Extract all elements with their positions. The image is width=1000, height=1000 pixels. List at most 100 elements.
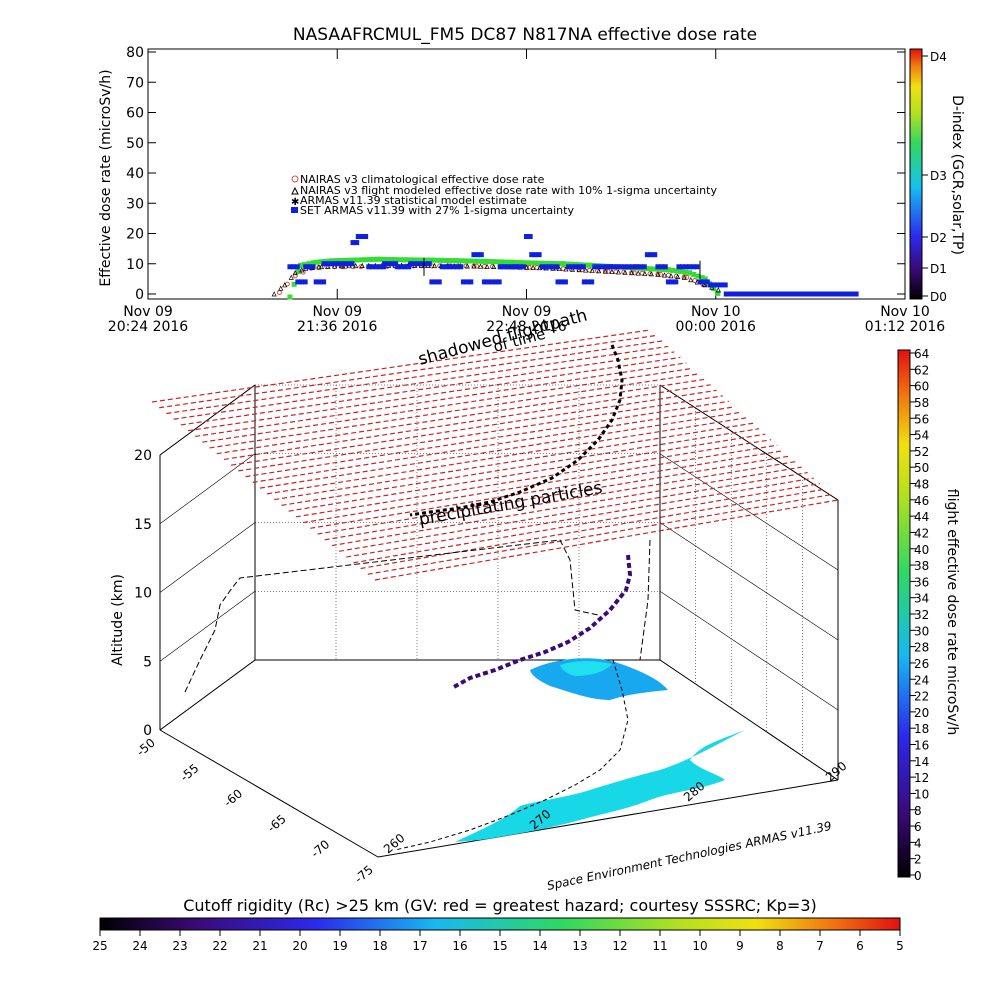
set-armas-point: [460, 279, 466, 285]
set-armas-point: [569, 264, 575, 270]
dindex-tick-label: D1: [930, 262, 947, 276]
rigidity-tick-label: 10: [692, 939, 707, 953]
armas-point: [389, 257, 395, 263]
dose-colorbar-ticks: 0246810121416182022242628303234363840424…: [910, 347, 929, 883]
set-armas-point: [389, 261, 395, 267]
armas-point: [450, 258, 456, 264]
set-armas-point: [731, 291, 737, 297]
dose-tick-label: 60: [914, 380, 929, 394]
top-y-tick-label: 10: [126, 257, 144, 273]
armas-point: [494, 259, 500, 265]
rigidity-tick-label: 21: [252, 939, 267, 953]
dose-tick-label: 64: [914, 347, 929, 361]
armas-point: [337, 257, 343, 263]
nairas-flight-point: [271, 291, 277, 297]
armas-point: [455, 258, 461, 264]
rigidity-colorbar-ticks: 25 24 23 22 21 20 19 18 17 16 15 14 13 12 11 10 9 8 7 6 5: [92, 930, 904, 953]
dose-tick-label: 62: [914, 363, 929, 377]
dindex-colorbar-label: D-index (GCR,solar,TP): [949, 95, 965, 255]
nairas-flight-point: [583, 267, 589, 273]
rigidity-tick-label: 15: [492, 939, 507, 953]
rigidity-tick-label: 14: [532, 939, 547, 953]
armas-point: [691, 271, 697, 277]
set-armas-point: [454, 264, 460, 270]
dose-tick-label: 12: [914, 771, 929, 785]
set-armas-point: [408, 261, 414, 267]
altitude-tick-label: 15: [134, 517, 152, 533]
flight-path-shadow: [409, 344, 624, 517]
shadow-plane-line: [331, 466, 802, 547]
dose-tick-label: 40: [914, 543, 929, 557]
armas-point: [652, 266, 658, 272]
armas-point: [464, 258, 470, 264]
rigidity-tick-label: 12: [612, 939, 627, 953]
dose-tick-label: 20: [914, 706, 929, 720]
dose-tick-label: 42: [914, 526, 929, 540]
set-armas-point: [817, 291, 823, 297]
set-armas-point: [496, 279, 502, 285]
armas-point: [520, 260, 526, 266]
armas-point: [363, 257, 369, 263]
chart-title: NASAAFRCMUL_FM5 DC87 N817NA effective do…: [293, 25, 757, 45]
set-armas-point: [625, 264, 631, 270]
set-armas-point: [757, 291, 763, 297]
dindex-colorbar: [909, 48, 923, 300]
armas-point: [542, 260, 548, 266]
set-armas-point: [634, 264, 640, 270]
nairas-flight-point: [622, 269, 628, 275]
set-armas-point: [338, 261, 344, 267]
flight-path-3d: [184, 344, 651, 851]
nairas-flight-point: [316, 264, 322, 270]
nairas-flight-point: [642, 270, 648, 276]
set-armas-point: [673, 279, 679, 285]
set-armas-point: [659, 264, 665, 270]
top-plot-series: [271, 234, 859, 300]
armas-point: [648, 266, 654, 272]
set-armas-point: [306, 264, 312, 270]
set-armas-point: [415, 261, 421, 267]
dose-tick-label: 36: [914, 575, 929, 589]
shadow-plane-line: [367, 493, 833, 575]
top-y-tick-label: 30: [126, 196, 144, 212]
armas-point: [459, 258, 465, 264]
set-armas-point: [342, 261, 348, 267]
set-armas-point: [585, 279, 591, 285]
set-armas-point: [599, 264, 605, 270]
set-armas-point: [608, 264, 614, 270]
top-y-axis: 0 10 20 30 40 50 60 70 80: [126, 45, 905, 303]
set-armas-point: [419, 261, 425, 267]
armas-point: [441, 257, 447, 263]
land-masses: [455, 658, 745, 842]
armas-point: [317, 259, 323, 265]
set-armas-point: [665, 279, 671, 285]
dose-tick-label: 58: [914, 396, 929, 410]
shadow-plane-line: [346, 477, 814, 558]
armas-point: [397, 257, 403, 263]
set-armas-point: [302, 279, 308, 285]
dose-tick-label: 8: [914, 804, 922, 818]
set-armas-point: [738, 291, 744, 297]
armas-point: [569, 261, 575, 267]
armas-point: [326, 258, 332, 264]
rigidity-tick-label: 23: [172, 939, 187, 953]
shadow-plane-line: [274, 422, 754, 501]
dose-colorbar: [897, 349, 911, 878]
shadow-plane-line: [338, 471, 808, 552]
nairas-flight-point: [278, 285, 284, 291]
top-x-tick-label-line2: 21:36 2016: [297, 319, 378, 335]
set-armas-point: [433, 279, 439, 285]
rigidity-tick-label: 11: [652, 939, 667, 953]
set-armas-point: [824, 291, 830, 297]
armas-point: [702, 276, 708, 282]
set-armas-point: [520, 264, 526, 270]
dose-tick-label: 14: [914, 755, 929, 769]
shadow-plane-line: [166, 340, 663, 415]
top-y-axis-label: Effective dose rate (microSv/h): [98, 69, 114, 286]
shadow-plane-line: [209, 373, 699, 449]
set-armas-point: [641, 264, 647, 270]
dose-colorbar-label: flight effective dose rate microSv/h: [944, 489, 960, 735]
set-armas-point: [436, 279, 442, 285]
armas-point: [699, 275, 705, 281]
shadow-plane-line: [231, 389, 717, 466]
